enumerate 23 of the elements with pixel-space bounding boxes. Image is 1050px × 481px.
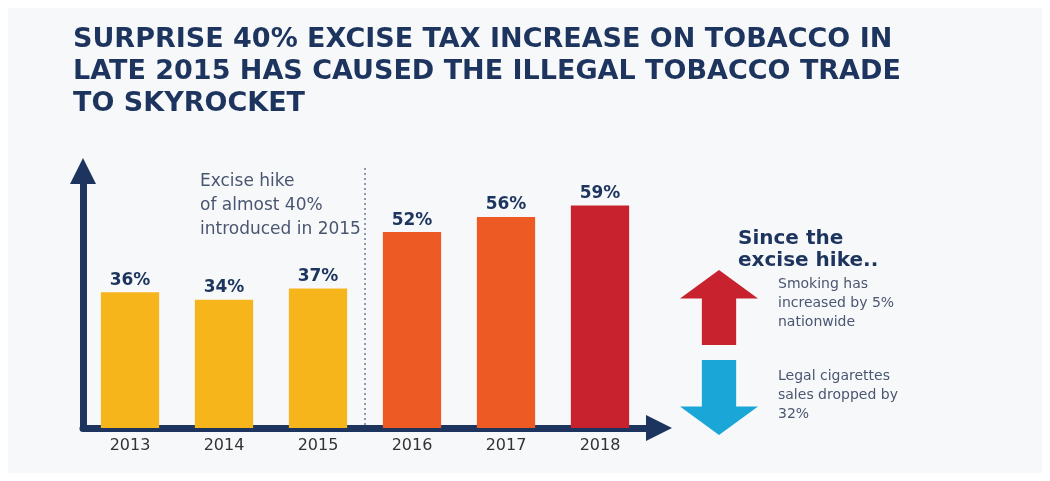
x-tick-label: 2017 — [485, 434, 527, 454]
x-tick-label: 2016 — [391, 434, 433, 454]
x-tick-label: 2014 — [203, 434, 245, 454]
data-label: 52% — [391, 208, 433, 229]
text: Legal cigarettes sales dropped by 32% — [778, 366, 899, 423]
data-label: 36% — [109, 268, 151, 289]
bar — [382, 232, 442, 428]
data-label: 59% — [579, 182, 621, 203]
data-label: 37% — [297, 265, 339, 286]
x-tick-label: 2015 — [297, 434, 339, 454]
chart-title: SURPRISE 40% EXCISE TAX INCREASE ON TOBACCO IN LATE 2015 HAS CAUSED THE ILLEGAL TOBACCO TRADE TO SKYROCKET — [73, 21, 911, 117]
bar — [570, 205, 630, 428]
bar — [194, 299, 254, 428]
bar — [288, 288, 348, 428]
data-label: 56% — [485, 193, 527, 214]
x-tick-label: 2013 — [109, 434, 151, 454]
data-label: 34% — [203, 276, 245, 297]
text: Smoking has increased by 5% nationwide — [778, 274, 896, 331]
x-tick-label: 2018 — [579, 434, 621, 454]
bar — [476, 216, 536, 428]
bar — [100, 292, 160, 428]
ref-line-label: Excise hike of almost 40% introduced in 2015 — [200, 170, 361, 238]
text: Since the excise hike.. — [738, 225, 880, 271]
